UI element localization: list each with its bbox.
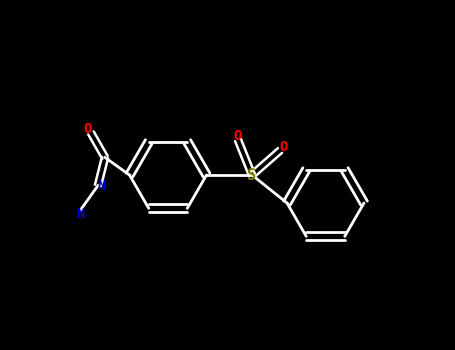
- Text: N: N: [76, 206, 85, 220]
- Text: O: O: [83, 122, 92, 136]
- Text: N: N: [97, 178, 106, 192]
- Text: O: O: [234, 130, 242, 144]
- Text: O: O: [279, 140, 288, 154]
- Text: S: S: [248, 168, 257, 182]
